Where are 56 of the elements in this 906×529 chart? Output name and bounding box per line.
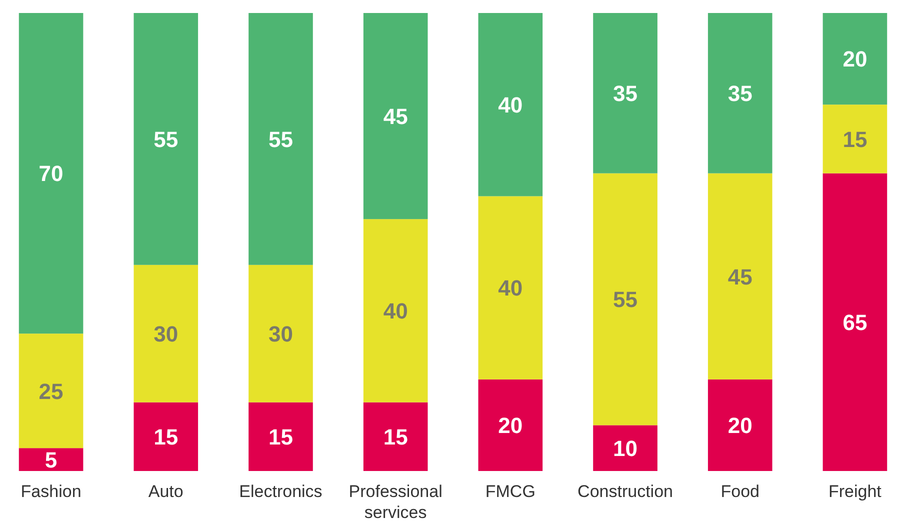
data-label: 20 — [842, 46, 868, 72]
bar — [134, 402, 198, 471]
bar — [822, 13, 888, 105]
bar — [248, 402, 313, 471]
data-label: 55 — [154, 126, 178, 152]
bar — [134, 13, 198, 265]
data-label: 55 — [613, 287, 638, 312]
data-label: 15 — [154, 424, 178, 450]
bar — [593, 425, 658, 471]
x-tick-label: Freight — [828, 482, 882, 501]
bar — [134, 264, 198, 402]
bar — [18, 13, 84, 334]
bar — [593, 173, 658, 426]
data-label: 30 — [268, 322, 293, 347]
bar — [478, 379, 543, 471]
data-label: 55 — [268, 126, 293, 152]
bar — [363, 402, 428, 471]
bar — [248, 264, 313, 402]
data-label: 15 — [268, 424, 293, 450]
bar — [478, 196, 543, 380]
bar — [363, 13, 428, 220]
x-tick-label: Auto — [148, 482, 184, 501]
bar — [822, 173, 888, 471]
bar — [363, 219, 428, 402]
x-tick-label: Fashion — [20, 482, 82, 501]
data-label: 35 — [613, 81, 638, 106]
bar — [18, 334, 84, 448]
data-label: 40 — [498, 92, 523, 118]
bar — [708, 173, 772, 380]
bar — [478, 13, 543, 196]
x-tick-label: Professional services — [348, 482, 442, 522]
data-label: 40 — [498, 276, 523, 301]
data-label: 45 — [728, 264, 752, 290]
data-label: 45 — [383, 104, 408, 129]
bar — [708, 13, 772, 174]
bar — [708, 379, 772, 471]
bar — [593, 13, 658, 174]
data-label: 40 — [383, 298, 408, 324]
x-tick-label: Construction — [578, 482, 673, 501]
data-label: 15 — [842, 126, 868, 152]
data-label: 65 — [842, 310, 868, 336]
data-label: 10 — [613, 436, 638, 462]
x-tick-label: Food — [720, 482, 760, 501]
data-label: 20 — [728, 413, 752, 438]
data-label: 25 — [38, 378, 64, 404]
data-label: 70 — [38, 161, 64, 186]
bar — [18, 448, 84, 471]
data-label: 30 — [154, 322, 178, 347]
bar — [248, 13, 313, 265]
x-tick-label: FMCG — [485, 482, 536, 501]
data-label: 35 — [728, 81, 752, 106]
bar — [822, 104, 888, 174]
data-label: 20 — [498, 413, 523, 438]
data-label: 15 — [383, 424, 408, 450]
data-label: 5 — [44, 447, 58, 472]
x-tick-label: Electronics — [239, 482, 322, 501]
